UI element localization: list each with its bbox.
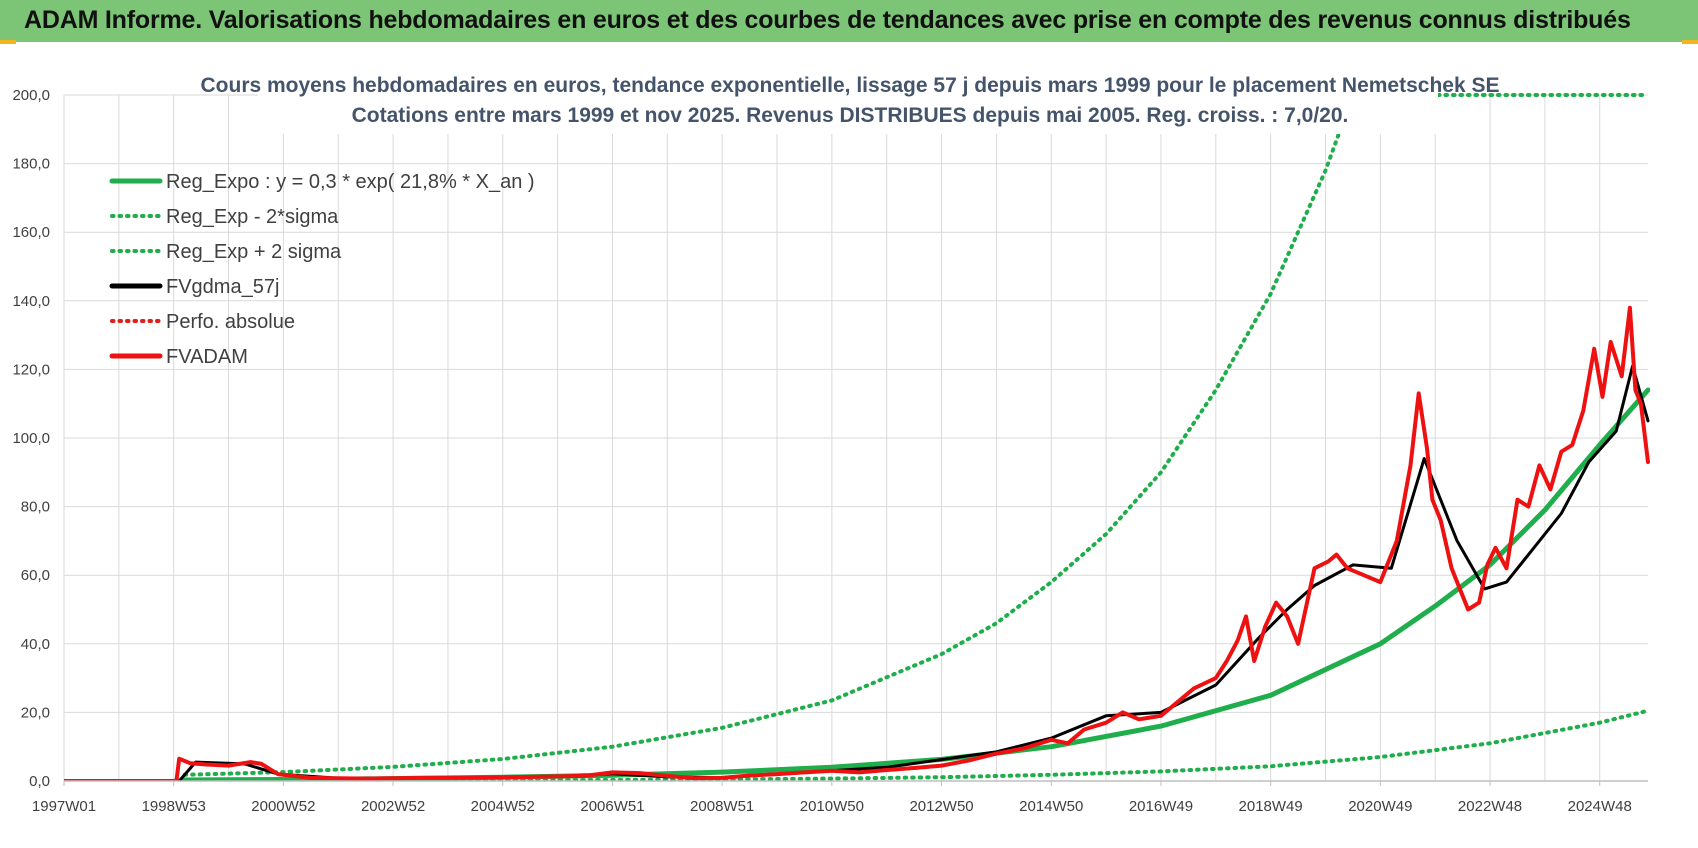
x-tick-label: 1998W53 — [142, 798, 206, 815]
x-tick-label: 2022W48 — [1458, 798, 1522, 815]
chart-title-line1: Cours moyens hebdomadaires en euros, ten… — [201, 74, 1500, 97]
y-tick-label: 200,0 — [12, 87, 50, 104]
grid-layer — [63, 94, 1648, 782]
axis-layer: 0,0 20,0 40,0 60,0 80,0 100,0 120,0 140,0 160,0 1… — [12, 87, 1648, 815]
series-line-reg-exp-minus-2sigma — [182, 708, 1650, 781]
legend-label-perfo-absolue: Perfo. absolue — [166, 311, 295, 333]
corner-mark-right — [1682, 40, 1698, 44]
x-tick-label: 2012W50 — [909, 798, 973, 815]
x-tick-label: 1997W01 — [32, 798, 96, 815]
y-tick-label: 120,0 — [12, 361, 50, 378]
y-tick-label: 100,0 — [12, 430, 50, 447]
x-tick-label: 2008W51 — [690, 798, 754, 815]
y-tick-label: 40,0 — [21, 636, 50, 653]
x-tick-label: 2010W50 — [800, 798, 864, 815]
series-layer — [64, 87, 1650, 781]
x-tick-label: 2024W48 — [1568, 798, 1632, 815]
header-title: ADAM Informe. Valorisations hebdomadaire… — [24, 6, 1631, 34]
x-tick-label: 2006W51 — [580, 798, 644, 815]
corner-mark-left — [0, 40, 16, 44]
x-tick-label: 2020W49 — [1348, 798, 1412, 815]
legend-label-reg-exp-minus-2sigma: Reg_Exp - 2*sigma — [166, 206, 339, 228]
legend: Reg_Expo : y = 0,3 * exp( 21,8% * X_an )… — [109, 171, 535, 368]
legend-label-fvadam: FVADAM — [166, 346, 248, 368]
legend-label-reg-expo: Reg_Expo : y = 0,3 * exp( 21,8% * X_an ) — [166, 171, 535, 193]
legend-label-reg-exp-plus-2sigma: Reg_Exp + 2 sigma — [166, 241, 342, 263]
x-tick-label: 2018W49 — [1239, 798, 1303, 815]
x-tick-label: 2004W52 — [471, 798, 535, 815]
series-line-reg-exp-plus-2sigma — [182, 87, 1358, 777]
legend-label-fvgdma-57j: FVgdma_57j — [166, 276, 279, 298]
y-tick-label: 180,0 — [12, 156, 50, 173]
y-tick-label: 20,0 — [21, 704, 50, 721]
x-tick-label: 2000W52 — [251, 798, 315, 815]
header-bar: ADAM Informe. Valorisations hebdomadaire… — [0, 0, 1698, 42]
x-tick-label: 2014W50 — [1019, 798, 1083, 815]
y-tick-label: 80,0 — [21, 499, 50, 516]
y-tick-label: 160,0 — [12, 224, 50, 241]
title-backdrop — [258, 64, 1438, 134]
x-tick-label: 2002W52 — [361, 798, 425, 815]
y-tick-label: 0,0 — [29, 773, 50, 790]
chart-title-line2: Cotations entre mars 1999 et nov 2025. R… — [352, 104, 1349, 127]
y-tick-label: 140,0 — [12, 293, 50, 310]
y-tick-label: 60,0 — [21, 567, 50, 584]
series-line-fvgdma-57j — [64, 364, 1650, 781]
x-tick-label: 2016W49 — [1129, 798, 1193, 815]
series-line-fvadam — [64, 305, 1650, 781]
